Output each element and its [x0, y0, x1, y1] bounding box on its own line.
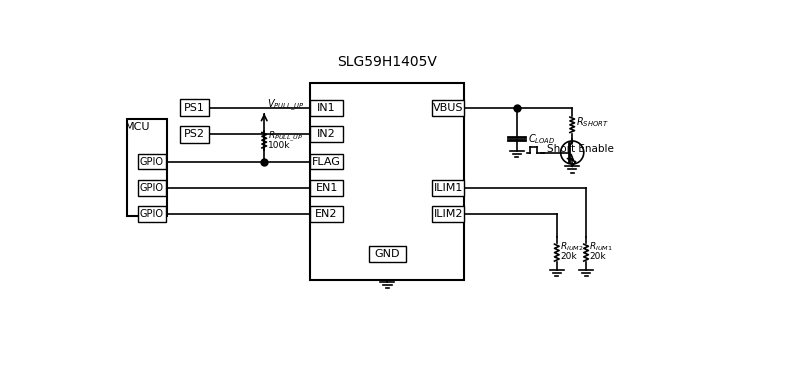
Text: $V_{PULL\_UP}$: $V_{PULL\_UP}$ — [266, 98, 304, 113]
Text: PS1: PS1 — [183, 103, 204, 113]
Bar — [310, 180, 342, 196]
Bar — [138, 154, 165, 169]
Text: GND: GND — [374, 249, 400, 259]
Bar — [138, 207, 165, 222]
Bar — [310, 100, 342, 116]
Bar — [127, 119, 167, 216]
Text: $C_{LOAD}$: $C_{LOAD}$ — [527, 132, 554, 146]
Text: 20k: 20k — [559, 252, 576, 261]
Text: VBUS: VBUS — [433, 103, 463, 113]
Bar — [431, 207, 464, 222]
Text: GPIO: GPIO — [140, 183, 164, 193]
Text: 20k: 20k — [589, 252, 605, 261]
Bar — [310, 207, 342, 222]
Bar — [310, 126, 342, 142]
Text: ILIM1: ILIM1 — [433, 183, 463, 193]
Bar — [138, 180, 165, 196]
Text: Short Enable: Short Enable — [546, 144, 613, 154]
Text: $R_{IUM2}$: $R_{IUM2}$ — [559, 241, 583, 254]
Text: $R_{SHORT}$: $R_{SHORT}$ — [575, 115, 608, 128]
Text: IN1: IN1 — [317, 103, 336, 113]
Text: SLG59H1405V: SLG59H1405V — [337, 55, 437, 69]
Text: $R_{IUM1}$: $R_{IUM1}$ — [589, 241, 612, 254]
Bar — [369, 246, 406, 262]
Bar — [431, 100, 464, 116]
Text: GPIO: GPIO — [140, 209, 164, 219]
Text: IN2: IN2 — [317, 129, 336, 139]
Text: PS2: PS2 — [183, 129, 205, 139]
Text: MCU: MCU — [125, 122, 150, 132]
Bar — [310, 83, 464, 280]
Bar — [431, 180, 464, 196]
Bar — [179, 125, 209, 143]
Text: EN2: EN2 — [315, 209, 337, 219]
Text: 100k: 100k — [267, 141, 290, 150]
Bar — [179, 99, 209, 116]
Bar — [310, 154, 342, 169]
Text: FLAG: FLAG — [312, 157, 340, 167]
Text: $R_{PULL\_UP}$: $R_{PULL\_UP}$ — [267, 129, 303, 144]
Text: EN1: EN1 — [315, 183, 337, 193]
Text: ILIM2: ILIM2 — [433, 209, 463, 219]
Text: GPIO: GPIO — [140, 157, 164, 167]
